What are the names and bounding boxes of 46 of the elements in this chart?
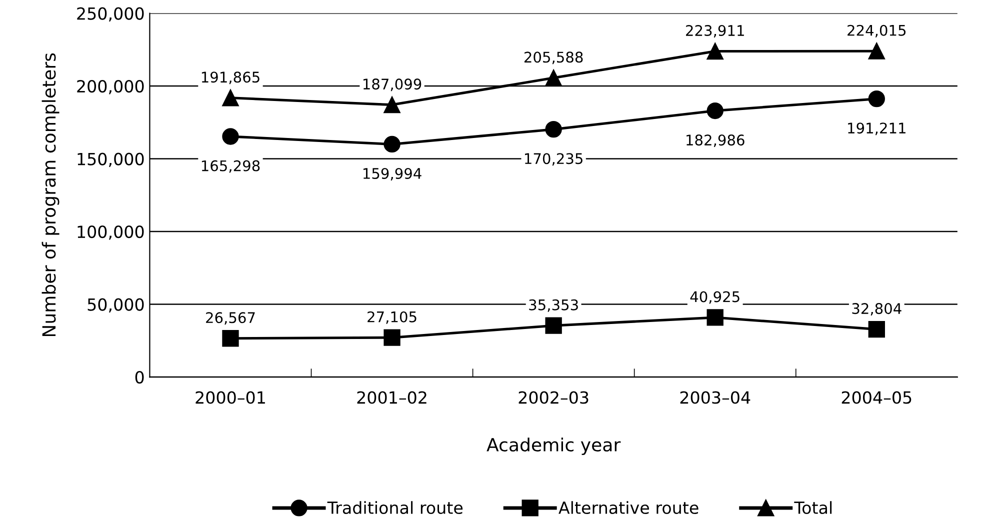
- y-tick-label: 50,000: [88, 298, 144, 313]
- data-label: 191,211: [848, 122, 906, 136]
- x-tick-label: 2002–03: [518, 391, 588, 404]
- legend-label: Alternative route: [558, 501, 698, 514]
- data-label: 40,925: [690, 291, 740, 304]
- data-label: 187,099: [363, 78, 422, 92]
- x-tick-label: 2001–02: [357, 391, 426, 404]
- data-label: 35,353: [529, 299, 578, 312]
- y-axis-title: Number of program completers: [42, 53, 60, 336]
- point: [868, 42, 885, 60]
- point: [222, 128, 239, 145]
- legend-label: Traditional route: [327, 501, 463, 514]
- data-label: 205,588: [524, 52, 583, 64]
- y-tick-label: 200,000: [77, 80, 144, 94]
- data-label: 191,865: [202, 72, 260, 84]
- data-label: 224,015: [848, 24, 906, 38]
- data-label: 27,105: [368, 311, 416, 324]
- data-label: 182,986: [686, 134, 744, 148]
- data-label: 170,235: [525, 153, 582, 166]
- data-label: 159,994: [363, 168, 422, 181]
- point: [706, 42, 724, 60]
- y-tick-label: 100,000: [78, 225, 144, 240]
- point: [384, 96, 400, 114]
- legend-label: Total: [794, 501, 832, 514]
- y-tick-label: 0: [135, 370, 144, 384]
- x-tick-label: 2003–04: [680, 391, 750, 404]
- point: [706, 309, 724, 326]
- y-tick-label: 150,000: [78, 152, 144, 168]
- point: [384, 136, 400, 153]
- point: [545, 317, 562, 334]
- point: [222, 330, 239, 347]
- data-label: 223,911: [686, 24, 744, 38]
- point: [545, 70, 562, 86]
- point: [706, 102, 724, 120]
- x-axis-title: Academic year: [486, 438, 621, 456]
- data-label: 26,567: [206, 312, 255, 325]
- data-label: 32,804: [852, 303, 902, 316]
- point: [868, 320, 885, 338]
- point: [868, 90, 885, 108]
- y-tick-label: 250,000: [77, 7, 144, 22]
- x-tick-label: 2004–05: [842, 391, 912, 404]
- x-tick-label: 2000–01: [196, 391, 265, 404]
- point: [545, 120, 562, 138]
- point: [384, 329, 400, 346]
- data-label: 165,298: [202, 160, 260, 173]
- point: [222, 90, 239, 106]
